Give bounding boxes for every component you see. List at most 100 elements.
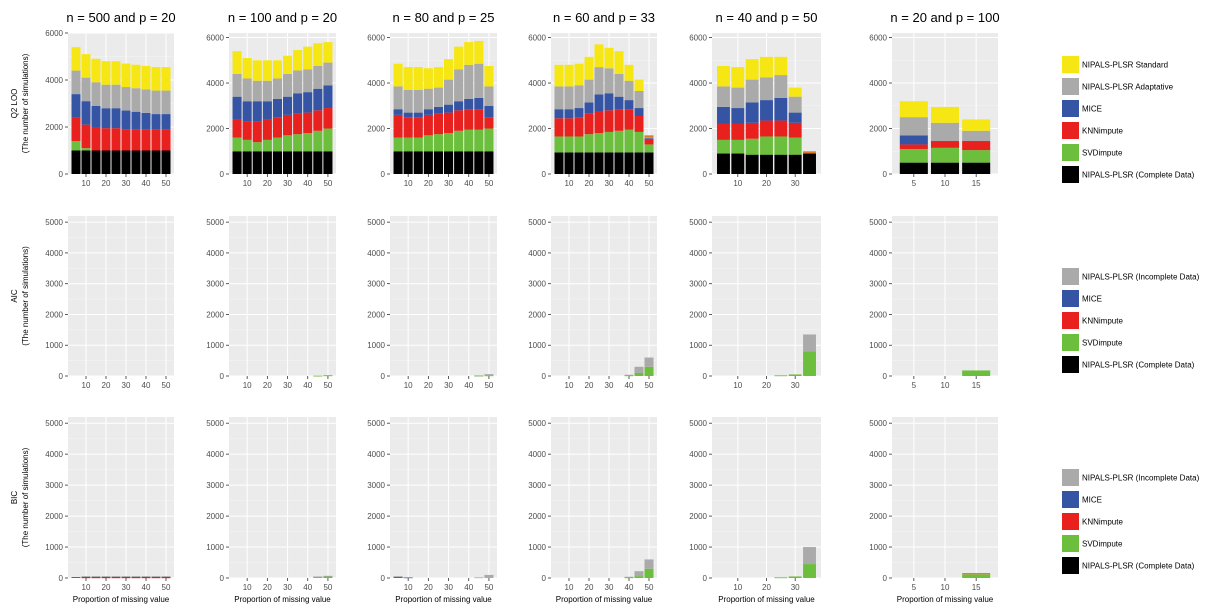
bar-segment xyxy=(484,117,494,129)
bar-segment xyxy=(101,128,111,151)
x-tick-label: 50 xyxy=(323,583,332,592)
bar-segment xyxy=(262,101,272,120)
bar-segment xyxy=(151,577,161,579)
bar-segment xyxy=(262,80,272,102)
bar-segment xyxy=(131,576,141,577)
x-tick-label: 50 xyxy=(484,583,493,592)
bar-segment xyxy=(293,151,303,174)
bar-segment xyxy=(283,73,293,97)
legend-label: NIPALS-PLSR Adaptative xyxy=(1082,83,1174,92)
bar-segment xyxy=(554,136,564,153)
bar-segment xyxy=(323,375,333,376)
bar-segment xyxy=(474,129,484,152)
bar-segment xyxy=(731,108,745,124)
bar-segment xyxy=(131,576,141,578)
bar-segment xyxy=(464,98,474,110)
bar-segment xyxy=(604,93,614,111)
column-title-1: n = 500 and p = 20 xyxy=(66,10,175,25)
bar-segment xyxy=(624,80,634,101)
bar-segment xyxy=(413,112,423,118)
bar-segment xyxy=(644,135,654,138)
panel-r2-c5: 0 1000 2000 3000 4000 5000 10 20 30 xyxy=(689,216,821,390)
bar-segment xyxy=(774,56,788,76)
bar-segment xyxy=(574,108,584,118)
y-tick-label: 2000 xyxy=(206,310,224,319)
legend-item: SVDimpute xyxy=(1062,144,1123,161)
x-tick-label: 40 xyxy=(464,583,473,592)
bar-segment xyxy=(634,571,644,577)
y-tick-label: 5000 xyxy=(869,419,887,428)
bar-segment xyxy=(574,117,584,137)
bar-segment xyxy=(262,151,272,174)
row-label-subtitle: (The number of simulations) xyxy=(21,53,30,153)
bar-segment xyxy=(323,62,333,86)
bar-segment xyxy=(91,127,101,151)
bar-segment xyxy=(584,113,594,135)
panel-background xyxy=(229,216,336,376)
row-labels: Q2 LOO (The number of simulations)AIC (The… xyxy=(10,53,30,547)
bar-segment xyxy=(594,94,604,112)
bar-segment xyxy=(803,564,816,578)
x-tick-label: 30 xyxy=(122,381,131,390)
legend-key xyxy=(1062,122,1079,139)
legend-item: MICE xyxy=(1062,290,1102,307)
bar-segment xyxy=(433,87,443,107)
bar-segment xyxy=(101,576,111,577)
bar-segment xyxy=(101,576,111,578)
bar-segment xyxy=(151,129,161,151)
legend-label: NIPALS-PLSR (Complete Data) xyxy=(1082,361,1195,370)
y-tick-label: 4000 xyxy=(206,79,224,88)
bar-segment xyxy=(101,61,111,85)
panel-r1-c3: 0 2000 4000 6000 10 20 30 40 50 xyxy=(367,33,497,188)
bar-segment xyxy=(574,152,584,174)
bar-segment xyxy=(614,73,624,97)
y-tick-label: 2000 xyxy=(528,125,546,134)
bar-segment xyxy=(564,64,574,87)
bar-segment xyxy=(454,110,464,131)
y-tick-label: 2000 xyxy=(45,123,63,132)
bar-segment xyxy=(624,64,634,81)
bar-segment xyxy=(161,576,171,577)
bar-segment xyxy=(232,137,242,152)
y-tick-label: 0 xyxy=(381,170,386,179)
bar-segment xyxy=(91,576,101,577)
legend-item: KNNimpute xyxy=(1062,122,1123,139)
y-tick-label: 4000 xyxy=(528,249,546,258)
legend-item: NIPALS-PLSR Adaptative xyxy=(1062,78,1174,95)
bar-segment xyxy=(71,117,81,142)
bar-segment xyxy=(101,108,111,129)
x-tick-label: 10 xyxy=(565,381,574,390)
bar-segment xyxy=(717,86,730,107)
x-tick-label: 10 xyxy=(82,583,91,592)
legend-item: NIPALS-PLSR (Incomplete Data) xyxy=(1062,268,1200,285)
bar-segment xyxy=(774,136,788,155)
bar-segment xyxy=(644,559,654,569)
panel-background xyxy=(390,417,497,578)
panel-r3-c3: 0 1000 2000 3000 4000 5000 10 20 30 40 50 Proportio… xyxy=(367,417,497,604)
bar-segment xyxy=(323,576,333,578)
legend-label: NIPALS-PLSR (Complete Data) xyxy=(1082,562,1195,571)
y-tick-label: 0 xyxy=(220,372,225,381)
bar-segment xyxy=(899,117,928,136)
bar-segment xyxy=(484,574,494,578)
y-tick-label: 2000 xyxy=(528,310,546,319)
legends: NIPALS-PLSR Standard NIPALS-PLSR Adaptati… xyxy=(1062,56,1200,574)
bar-segment xyxy=(634,116,644,132)
x-tick-label: 40 xyxy=(625,583,634,592)
bar-segment xyxy=(803,153,816,174)
bar-segment xyxy=(232,73,242,97)
bar-segment xyxy=(323,85,333,109)
legend-key xyxy=(1062,535,1079,552)
bar-segment xyxy=(962,574,991,578)
bar-segment xyxy=(644,144,654,153)
row-label-2: AIC (The number of simulations) xyxy=(10,246,30,346)
bar-segment xyxy=(413,89,423,113)
bar-segment xyxy=(634,576,644,578)
x-tick-label: 50 xyxy=(645,583,654,592)
y-tick-label: 0 xyxy=(381,372,386,381)
panel-r2-c1: 0 1000 2000 3000 4000 5000 10 20 30 40 50 xyxy=(45,216,174,390)
bar-segment xyxy=(774,375,788,377)
bar-segment xyxy=(774,577,788,579)
legend-label: MICE xyxy=(1082,496,1102,505)
bar-segment xyxy=(594,67,604,95)
